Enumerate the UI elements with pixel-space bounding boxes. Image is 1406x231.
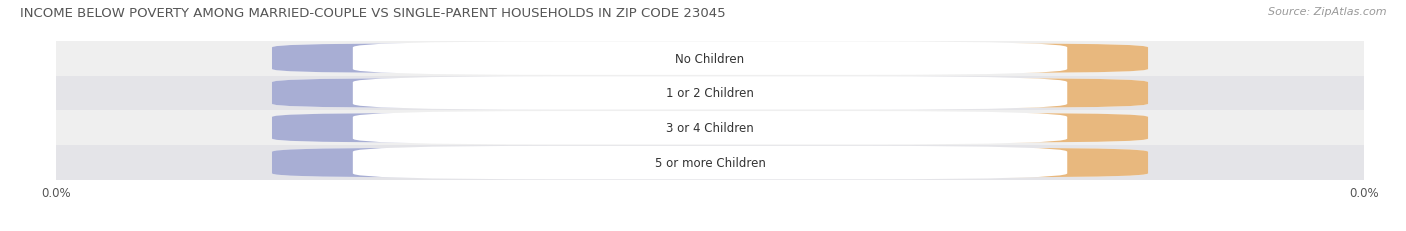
FancyBboxPatch shape (353, 112, 1067, 145)
Text: 0.0%: 0.0% (852, 88, 877, 99)
FancyBboxPatch shape (353, 42, 1067, 76)
Text: 5 or more Children: 5 or more Children (655, 156, 765, 169)
FancyBboxPatch shape (353, 146, 1067, 179)
FancyBboxPatch shape (271, 148, 707, 177)
Text: 1 or 2 Children: 1 or 2 Children (666, 87, 754, 100)
Text: Source: ZipAtlas.com: Source: ZipAtlas.com (1268, 7, 1386, 17)
FancyBboxPatch shape (713, 44, 1149, 73)
Text: 0.0%: 0.0% (852, 54, 877, 64)
FancyBboxPatch shape (271, 79, 1149, 108)
FancyBboxPatch shape (713, 79, 1149, 108)
Bar (56, 111, 1364, 146)
FancyBboxPatch shape (271, 148, 1149, 177)
Text: 0.0%: 0.0% (543, 88, 568, 99)
Text: 0.0%: 0.0% (852, 158, 877, 168)
Bar (56, 146, 1364, 180)
Text: 0.0%: 0.0% (543, 123, 568, 133)
Text: INCOME BELOW POVERTY AMONG MARRIED-COUPLE VS SINGLE-PARENT HOUSEHOLDS IN ZIP COD: INCOME BELOW POVERTY AMONG MARRIED-COUPL… (20, 7, 725, 20)
Text: No Children: No Children (675, 52, 745, 65)
Text: 0.0%: 0.0% (543, 158, 568, 168)
FancyBboxPatch shape (271, 79, 707, 108)
FancyBboxPatch shape (271, 114, 707, 143)
FancyBboxPatch shape (713, 114, 1149, 143)
FancyBboxPatch shape (353, 77, 1067, 110)
Text: 0.0%: 0.0% (852, 123, 877, 133)
Bar (56, 76, 1364, 111)
Text: 3 or 4 Children: 3 or 4 Children (666, 122, 754, 135)
Text: 0.0%: 0.0% (543, 54, 568, 64)
Bar (56, 42, 1364, 76)
FancyBboxPatch shape (713, 148, 1149, 177)
FancyBboxPatch shape (271, 44, 707, 73)
FancyBboxPatch shape (271, 114, 1149, 143)
FancyBboxPatch shape (271, 44, 1149, 73)
